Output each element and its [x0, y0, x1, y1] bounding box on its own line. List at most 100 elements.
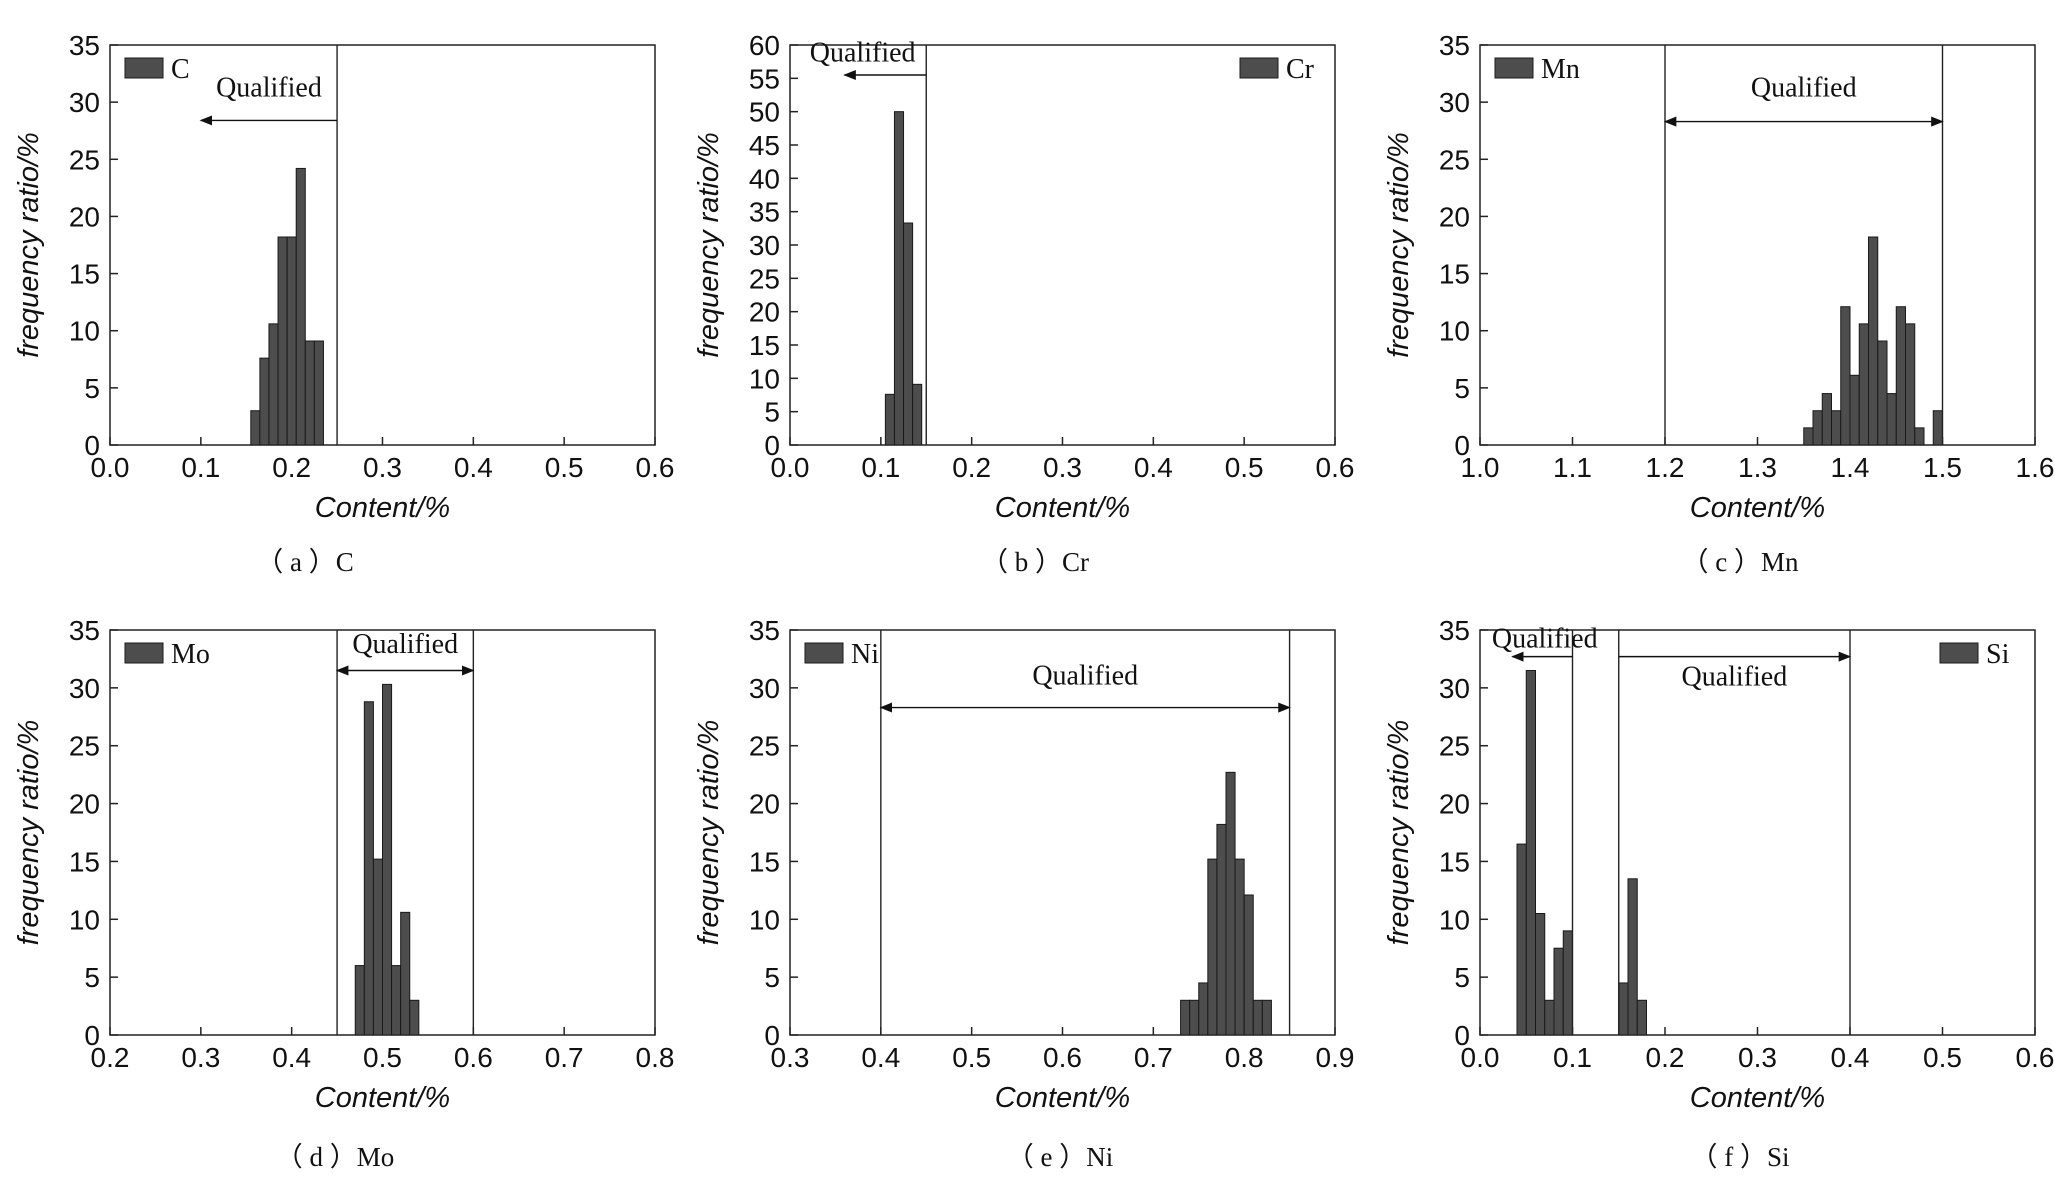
- x-tick-label: 0.0: [1461, 1042, 1500, 1073]
- y-tick-label: 20: [1439, 789, 1470, 820]
- y-tick-label: 30: [69, 673, 100, 704]
- y-tick-label: 0: [764, 430, 780, 461]
- x-axis-label: Content/%: [995, 492, 1130, 520]
- x-tick-label: 1.6: [2016, 452, 2055, 483]
- y-tick-label: 10: [69, 904, 100, 935]
- legend-label: C: [171, 54, 190, 85]
- panel-c: 0 5 10 15 20 25 30 35 1.0 1.1 1.2 1.3 1.4 1.5 1.6 Quali…: [1360, 0, 2055, 524]
- x-tick-label: 1.2: [1646, 452, 1685, 483]
- x-tick-label: 0.2: [91, 1042, 130, 1073]
- y-tick-label: 50: [749, 97, 780, 128]
- histogram-bar: [391, 965, 402, 1036]
- histogram-bar: [1525, 670, 1536, 1036]
- x-tick-label: 0.5: [1225, 452, 1264, 483]
- histogram-bar: [372, 858, 383, 1036]
- x-tick-label: 0.4: [454, 452, 493, 483]
- x-axis-label: Content/%: [315, 1082, 450, 1114]
- caption-f: （ f ）Si: [1690, 1142, 1790, 1172]
- x-tick-label: 0.7: [1134, 1042, 1173, 1073]
- qualified-label: Qualified: [352, 629, 458, 660]
- y-tick-label: 0: [84, 1020, 100, 1051]
- histogram-bar: [259, 357, 270, 446]
- y-tick-label: 10: [749, 904, 780, 935]
- legend-label: Mn: [1541, 54, 1580, 85]
- panel-d: 0 5 10 15 20 25 30 35 0.2 0.3 0.4 0.5 0.6 0.7 0.8 Quali…: [0, 600, 680, 1120]
- y-tick-label: 30: [749, 673, 780, 704]
- x-tick-label: 0.2: [952, 452, 991, 483]
- y-tick-label: 40: [749, 163, 780, 194]
- qualified-label: Qualified: [1492, 623, 1598, 654]
- histogram-bar: [1877, 340, 1888, 446]
- y-axis-label: frequency ratio/%: [693, 132, 725, 358]
- histogram-bar: [1180, 999, 1191, 1036]
- histogram-bar: [1914, 427, 1925, 446]
- qualified-label: Qualified: [1751, 72, 1857, 103]
- histogram-bar: [1207, 858, 1218, 1036]
- y-tick-label: 25: [1439, 144, 1470, 175]
- x-tick-label: 0.5: [952, 1042, 991, 1073]
- histogram-bar: [354, 965, 365, 1036]
- y-tick-label: 20: [749, 297, 780, 328]
- histogram-bar: [1516, 843, 1527, 1036]
- y-axis-label: frequency ratio/%: [13, 132, 45, 358]
- y-tick-label: 0: [764, 1020, 780, 1051]
- x-axis-label: Content/%: [995, 1082, 1130, 1114]
- x-tick-label: 0.3: [1738, 1042, 1777, 1073]
- x-tick-label: 0.3: [1043, 452, 1082, 483]
- x-tick-label: 0.8: [636, 1042, 675, 1073]
- legend-swatch: [1939, 642, 1979, 664]
- x-tick-label: 0.5: [1923, 1042, 1962, 1073]
- histogram-bar: [304, 340, 315, 446]
- y-tick-label: 20: [69, 201, 100, 232]
- histogram-bar: [912, 383, 923, 446]
- qualified-label: Qualified: [216, 72, 322, 103]
- x-tick-label: 0.4: [1831, 1042, 1870, 1073]
- x-tick-label: 0.6: [2016, 1042, 2055, 1073]
- legend-swatch: [124, 57, 164, 79]
- histogram-bar: [1932, 410, 1943, 446]
- histogram-bar: [1225, 771, 1236, 1036]
- histogram-bar: [1627, 878, 1638, 1036]
- histogram-bar: [1812, 410, 1823, 446]
- x-tick-label: 0.0: [91, 452, 130, 483]
- x-tick-label: 0.3: [363, 452, 402, 483]
- x-tick-label: 0.4: [272, 1042, 311, 1073]
- histogram-bar: [382, 683, 393, 1036]
- y-tick-label: 25: [749, 731, 780, 762]
- y-tick-label: 15: [69, 259, 100, 290]
- legend-label: Ni: [851, 639, 879, 670]
- y-tick-label: 10: [1439, 904, 1470, 935]
- x-tick-label: 0.3: [771, 1042, 810, 1073]
- x-tick-label: 0.7: [545, 1042, 584, 1073]
- legend-swatch: [1239, 57, 1279, 79]
- y-tick-label: 35: [69, 30, 100, 61]
- caption-d: （ d ）Mo: [275, 1142, 395, 1172]
- histogram-bar: [400, 911, 411, 1036]
- y-tick-label: 60: [749, 30, 780, 61]
- y-tick-label: 35: [1439, 615, 1470, 646]
- histogram-bar: [1858, 323, 1869, 446]
- plot-frame: [109, 44, 656, 446]
- x-tick-label: 0.8: [1225, 1042, 1264, 1073]
- histogram-bar: [1821, 393, 1832, 446]
- y-tick-label: 25: [69, 144, 100, 175]
- y-tick-label: 35: [749, 615, 780, 646]
- x-tick-label: 0.4: [1134, 452, 1173, 483]
- y-tick-label: 5: [84, 962, 100, 993]
- legend-label: Mo: [171, 639, 210, 670]
- histogram-bar: [1905, 323, 1916, 446]
- y-axis-label: frequency ratio/%: [1383, 720, 1415, 946]
- x-tick-label: 1.1: [1553, 452, 1592, 483]
- y-axis-label: frequency ratio/%: [13, 720, 45, 946]
- y-tick-label: 5: [764, 962, 780, 993]
- histogram-bar: [1849, 374, 1860, 446]
- legend-swatch: [124, 642, 164, 664]
- y-tick-label: 25: [69, 731, 100, 762]
- y-tick-label: 20: [749, 789, 780, 820]
- histogram-bar: [1840, 306, 1851, 446]
- histogram-bar: [1895, 306, 1906, 446]
- chart-f: 0 5 10 15 20 25 30 35 0.0 0.1 0.2 0.3 0.4 0.5 0.6 Quali…: [1383, 615, 2055, 1114]
- x-tick-label: 0.6: [1043, 1042, 1082, 1073]
- histogram-bar: [409, 999, 420, 1036]
- y-tick-label: 30: [1439, 673, 1470, 704]
